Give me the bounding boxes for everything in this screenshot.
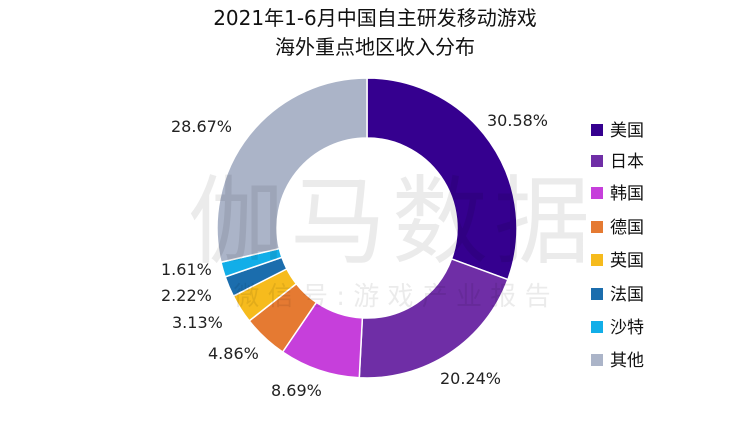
slice-label: 30.58% (487, 111, 548, 130)
legend-swatch (591, 221, 603, 233)
slice-labels: 30.58% 20.24% 8.69% 4.86% 3.13% 2.22% 1.… (161, 111, 548, 400)
donut-slices (216, 77, 518, 379)
chart-title: 2021年1-6月中国自主研发移动游戏 (213, 6, 537, 30)
legend-label: 韩国 (610, 184, 644, 204)
slice-label: 1.61% (161, 260, 212, 279)
legend-item: 沙特 (591, 318, 644, 338)
legend-label: 日本 (610, 152, 644, 172)
legend-label: 沙特 (610, 318, 644, 338)
legend-item: 日本 (591, 152, 644, 172)
legend-swatch (591, 254, 603, 266)
slice-label: 2.22% (161, 286, 212, 305)
donut-slice (216, 77, 368, 264)
donut-slice (366, 77, 518, 281)
slice-label: 20.24% (440, 369, 501, 388)
legend-item: 韩国 (591, 184, 644, 204)
slice-label: 4.86% (208, 344, 259, 363)
legend-label: 德国 (610, 218, 644, 238)
chart-subtitle: 海外重点地区收入分布 (275, 35, 475, 59)
legend-item: 德国 (591, 218, 644, 238)
slice-label: 28.67% (171, 117, 232, 136)
legend-label: 其他 (610, 351, 644, 371)
slice-label: 3.13% (172, 313, 223, 332)
watermark-sub: 微 信 号 : 游 戏 产 业 报 告 (233, 282, 550, 312)
legend-item: 法国 (591, 285, 644, 305)
legend-swatch (591, 288, 603, 300)
legend-swatch (591, 354, 603, 366)
legend-item: 其他 (591, 351, 644, 371)
legend-swatch (591, 124, 603, 136)
watermark-main: 伽马数据 (188, 166, 596, 278)
chart-title-block: 2021年1-6月中国自主研发移动游戏 海外重点地区收入分布 (0, 4, 750, 62)
legend: 美国 日本 韩国 德国 英国 法国 (591, 121, 644, 371)
slice-label: 8.69% (271, 381, 322, 400)
watermark: 伽马数据 微 信 号 : 游 戏 产 业 报 告 (188, 166, 596, 312)
legend-swatch (591, 321, 603, 333)
legend-swatch (591, 187, 603, 199)
legend-item: 美国 (591, 121, 644, 141)
legend-swatch (591, 155, 603, 167)
legend-label: 英国 (610, 251, 644, 271)
legend-label: 法国 (610, 285, 644, 305)
legend-item: 英国 (591, 251, 644, 271)
legend-label: 美国 (610, 121, 644, 141)
